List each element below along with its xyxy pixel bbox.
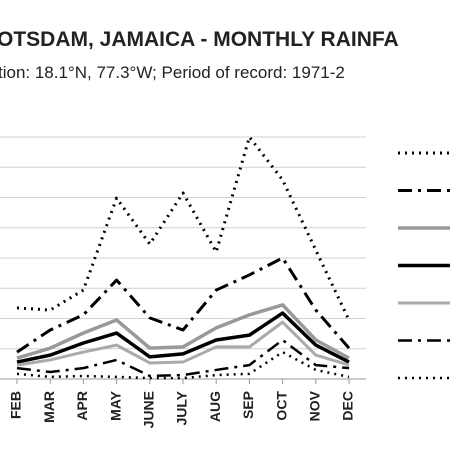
series-line — [16, 256, 351, 354]
x-tick-label: MAR — [41, 391, 57, 423]
series-line — [16, 311, 350, 364]
x-tick-label: MAY — [107, 390, 123, 420]
x-tick-label: DEC — [340, 391, 356, 421]
chart-subtitle: tion: 18.1°N, 77.3°W; Period of record: … — [0, 63, 345, 82]
x-tick-label: AUG — [207, 391, 223, 422]
x-tick-label: OCT — [273, 391, 289, 421]
series-line — [16, 320, 350, 367]
x-tick-label: JUNE — [141, 391, 157, 428]
chart-title: OTSDAM, JAMAICA - MONTHLY RAINFA — [0, 28, 399, 51]
x-tick-label: JULY — [174, 390, 190, 425]
series-line — [16, 135, 351, 321]
series-line — [16, 303, 350, 360]
x-tick-label: APR — [74, 391, 90, 421]
x-tick-label: SEP — [240, 391, 256, 419]
series-line — [16, 338, 350, 378]
x-tick-label: NOV — [307, 390, 323, 421]
x-tick-label: FEB — [8, 391, 24, 419]
